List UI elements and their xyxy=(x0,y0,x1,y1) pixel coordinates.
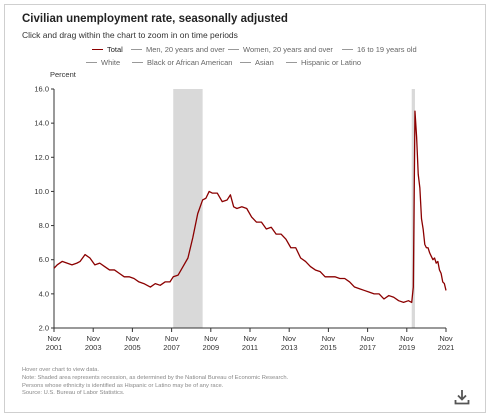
note-line: Note: Shaded area represents recession, … xyxy=(22,374,289,381)
x-tick-label: Nov 2017 xyxy=(359,334,376,352)
note-line: Persons whose ethnicity is identified as… xyxy=(22,382,224,389)
legend-swatch xyxy=(132,62,143,63)
legend-swatch xyxy=(86,62,97,63)
x-tick-label: Nov 2013 xyxy=(281,334,298,352)
legend-label: Women, 20 years and over xyxy=(243,45,333,54)
legend-item-hispanic[interactable]: Hispanic or Latino xyxy=(286,58,361,67)
legend-label: Black or African American xyxy=(147,58,233,67)
legend-item-men[interactable]: Men, 20 years and over xyxy=(131,45,225,54)
y-tick-label: 14.0 xyxy=(34,119,49,128)
legend-label: Men, 20 years and over xyxy=(146,45,225,54)
download-icon xyxy=(454,390,470,405)
recession-shade xyxy=(411,89,415,328)
legend-swatch xyxy=(342,49,353,50)
legend-swatch xyxy=(286,62,297,63)
y-tick-label: 12.0 xyxy=(34,153,49,162)
y-tick-label: 16.0 xyxy=(34,85,49,94)
legend-swatch xyxy=(131,49,142,50)
note-line: Source: U.S. Bureau of Labor Statistics. xyxy=(22,390,125,397)
x-tick-label: Nov 2001 xyxy=(46,334,63,352)
y-tick-label: 8.0 xyxy=(39,221,49,230)
y-tick-label: 4.0 xyxy=(39,289,49,298)
x-tick-label: Nov 2015 xyxy=(320,334,337,352)
legend-swatch xyxy=(240,62,251,63)
recession-shade xyxy=(173,89,203,328)
legend-item-total[interactable]: Total xyxy=(92,45,123,54)
chart-title: Civilian unemployment rate, seasonally a… xyxy=(22,13,288,25)
legend-item-women[interactable]: Women, 20 years and over xyxy=(228,45,333,54)
x-tick-label: Nov 2011 xyxy=(242,334,258,352)
download-button[interactable] xyxy=(453,388,471,406)
x-tick-label: Nov 2003 xyxy=(85,334,102,352)
x-tick-label: Nov 2009 xyxy=(202,334,219,352)
legend-item-asian[interactable]: Asian xyxy=(240,58,274,67)
legend-swatch xyxy=(92,49,103,50)
y-axis-title: Percent xyxy=(50,70,77,79)
series-line-total xyxy=(53,110,447,304)
y-tick-label: 10.0 xyxy=(34,187,49,196)
legend-label: White xyxy=(101,58,121,67)
legend-swatch xyxy=(228,49,239,50)
legend-label: Asian xyxy=(255,58,274,67)
legend-label: Hispanic or Latino xyxy=(301,58,362,67)
chart-notes: Hover over chart to view data. Note: Sha… xyxy=(22,367,288,398)
legend-item-white[interactable]: White xyxy=(86,58,120,67)
x-tick-label: Nov 2007 xyxy=(163,334,180,352)
note-line: Hover over chart to view data. xyxy=(22,367,100,373)
x-tick-label: Nov 2005 xyxy=(124,334,141,352)
legend-item-black[interactable]: Black or African American xyxy=(132,58,232,67)
y-tick-label: 2.0 xyxy=(39,324,49,333)
legend-label: 16 to 19 years old xyxy=(357,45,417,54)
x-tick-label: Nov 2019 xyxy=(398,334,415,352)
chart-subtitle: Click and drag within the chart to zoom … xyxy=(22,30,238,40)
legend-item-teens[interactable]: 16 to 19 years old xyxy=(342,45,417,54)
x-tick-label: Nov 2021 xyxy=(438,334,455,352)
legend-label: Total xyxy=(107,45,123,54)
y-tick-label: 6.0 xyxy=(39,255,49,264)
